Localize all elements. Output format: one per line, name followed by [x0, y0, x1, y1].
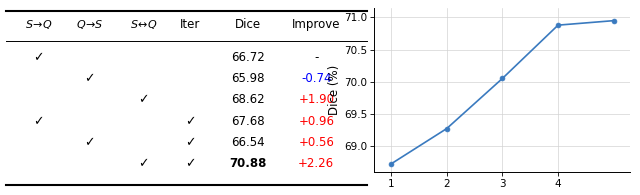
Text: 66.72: 66.72: [231, 51, 265, 64]
Text: ✓: ✓: [138, 157, 148, 170]
Text: ✓: ✓: [33, 115, 44, 128]
Text: ✓: ✓: [138, 93, 148, 106]
Text: ✓: ✓: [185, 136, 195, 149]
Text: ✓: ✓: [185, 115, 195, 128]
Text: $S\!\leftrightarrow\!Q$: $S\!\leftrightarrow\!Q$: [130, 18, 157, 31]
Text: +0.56: +0.56: [298, 136, 334, 149]
Text: ✓: ✓: [84, 136, 95, 149]
Text: +0.96: +0.96: [298, 115, 334, 128]
Text: 66.54: 66.54: [231, 136, 264, 149]
Text: Iter: Iter: [180, 18, 200, 31]
Text: $Q\!\rightarrow\!S$: $Q\!\rightarrow\!S$: [76, 18, 103, 31]
Text: -0.74: -0.74: [301, 72, 332, 85]
Text: ✓: ✓: [185, 157, 195, 170]
Text: Improve: Improve: [292, 18, 340, 31]
Text: Dice: Dice: [235, 18, 261, 31]
Text: +1.90: +1.90: [298, 93, 334, 106]
Text: 68.62: 68.62: [231, 93, 264, 106]
Text: 67.68: 67.68: [231, 115, 264, 128]
Text: ✓: ✓: [33, 51, 44, 64]
Text: -: -: [314, 51, 319, 64]
Text: 70.88: 70.88: [229, 157, 266, 170]
Y-axis label: Dice (%): Dice (%): [328, 65, 341, 115]
Text: $S\!\rightarrow\!Q$: $S\!\rightarrow\!Q$: [25, 18, 52, 31]
Text: 65.98: 65.98: [231, 72, 264, 85]
Text: ✓: ✓: [84, 72, 95, 85]
Text: +2.26: +2.26: [298, 157, 334, 170]
